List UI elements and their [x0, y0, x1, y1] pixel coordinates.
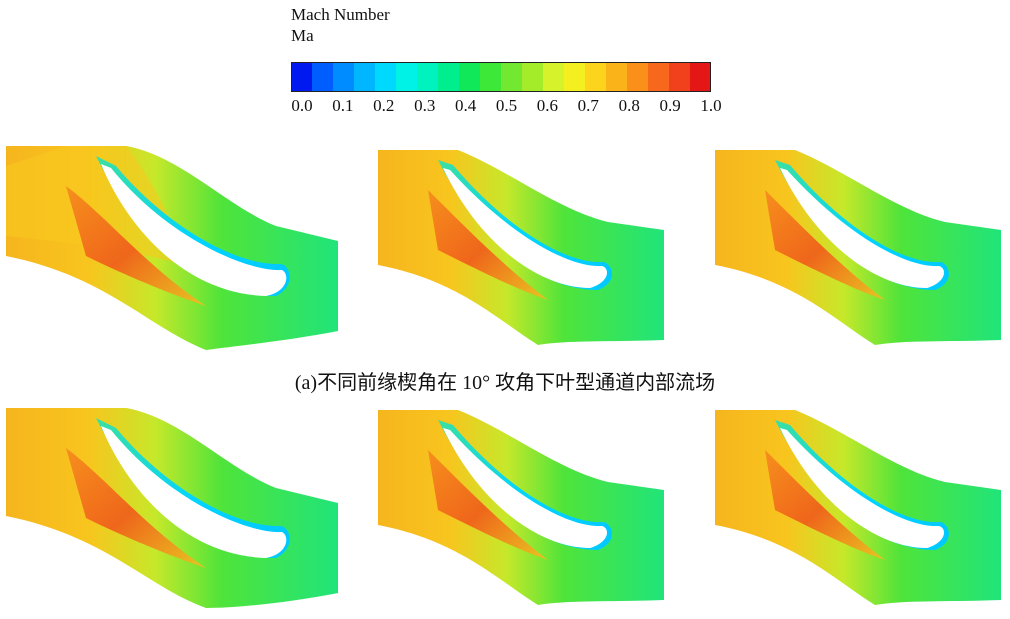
- colorbar-swatch: [354, 62, 376, 92]
- colorbar-tick-label: 0.8: [618, 96, 640, 115]
- colorbar-swatch: [417, 62, 439, 92]
- colorbar-tick-label: 0.7: [577, 96, 599, 115]
- colorbar-swatch: [606, 62, 628, 92]
- colorbar-swatch: [459, 62, 481, 92]
- colorbar-swatch: [438, 62, 460, 92]
- mach-colorbar: [291, 62, 711, 92]
- flow-panel-row2-col3: [715, 410, 1001, 605]
- colorbar-tick-label: 0.3: [414, 96, 436, 115]
- colorbar-swatch: [522, 62, 544, 92]
- figure-caption: (a)不同前缘楔角在 10° 攻角下叶型通道内部流场: [294, 372, 716, 394]
- flow-panel-row1-col1: [6, 146, 338, 350]
- colorbar-tick-label: 0.6: [536, 96, 559, 115]
- flow-panel-row1-col2: [378, 150, 664, 345]
- colorbar-swatch: [396, 62, 418, 92]
- flow-panel-row2-col2: [378, 410, 664, 605]
- colorbar-tick-label: 0.4: [454, 96, 477, 115]
- colorbar-tick-label: 0.9: [659, 96, 681, 115]
- flow-panel-row1-col3: [715, 150, 1001, 345]
- colorbar-swatch: [585, 62, 607, 92]
- colorbar-swatch: [480, 62, 502, 92]
- colorbar-swatch: [669, 62, 691, 92]
- colorbar-tick-label: 0.1: [332, 96, 354, 115]
- legend-subtitle: Ma: [291, 26, 314, 45]
- colorbar-swatch: [648, 62, 670, 92]
- colorbar-swatch: [501, 62, 523, 92]
- colorbar-swatch: [375, 62, 397, 92]
- colorbar-tick-label: 0.2: [373, 96, 395, 115]
- colorbar-tick-label: 0.5: [495, 96, 518, 115]
- colorbar-tick-label: 0.0: [291, 96, 313, 115]
- colorbar-swatch: [690, 62, 711, 92]
- colorbar-swatch: [627, 62, 649, 92]
- colorbar-tick-label: 1.0: [700, 96, 722, 115]
- colorbar-swatch: [312, 62, 334, 92]
- colorbar-border: [291, 62, 711, 92]
- colorbar-swatch: [564, 62, 586, 92]
- flow-panel-row2-col1: [6, 408, 338, 608]
- legend-title: Mach Number: [291, 5, 390, 24]
- colorbar-swatch: [291, 62, 313, 92]
- colorbar-swatch: [543, 62, 565, 92]
- colorbar-swatch: [333, 62, 355, 92]
